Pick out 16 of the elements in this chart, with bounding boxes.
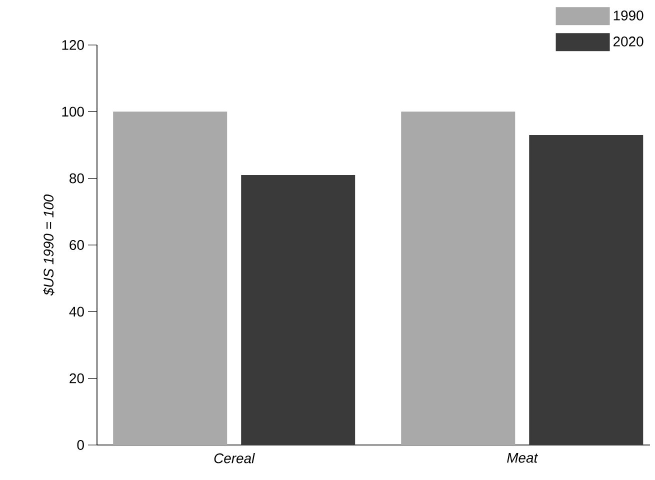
y-tick-label: 0 bbox=[77, 440, 84, 450]
x-tick-label: Meat bbox=[507, 453, 538, 463]
legend-label: 2020 bbox=[613, 36, 644, 46]
y-tick-label: 40 bbox=[69, 306, 84, 317]
y-tick-label: 60 bbox=[70, 240, 84, 250]
y-tick-label: 20 bbox=[70, 373, 84, 384]
bar bbox=[113, 112, 228, 445]
legend-label: 1990 bbox=[614, 10, 644, 20]
bar bbox=[401, 112, 516, 445]
x-tick-label: Cereal bbox=[214, 453, 255, 464]
y-tick-label: 120 bbox=[62, 40, 84, 50]
y-axis-title: $US 1990 = 100 bbox=[43, 194, 54, 296]
y-tick-label: 80 bbox=[70, 173, 84, 184]
y-tick-label: 100 bbox=[62, 106, 84, 117]
bar bbox=[529, 134, 644, 445]
bar bbox=[241, 174, 356, 445]
